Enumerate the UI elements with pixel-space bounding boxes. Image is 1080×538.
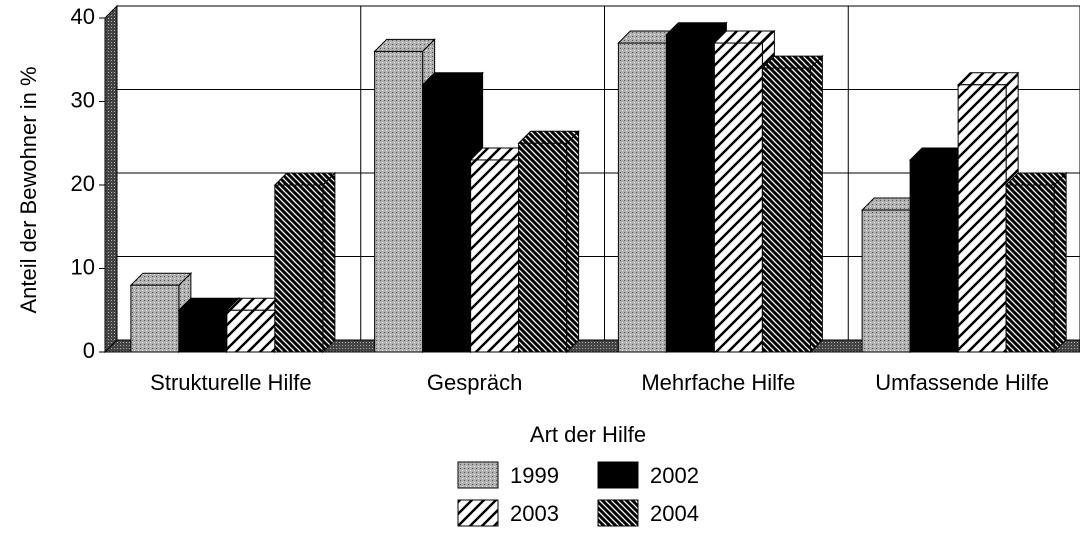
- y-tick-label: 0: [83, 338, 95, 363]
- y-tick-label: 10: [71, 254, 95, 279]
- legend-label: 1999: [510, 463, 559, 488]
- legend-label: 2004: [650, 501, 699, 526]
- bar-front: [909, 159, 959, 353]
- bar: [517, 130, 580, 354]
- legend-label: 2002: [650, 463, 699, 488]
- bar-front: [470, 159, 520, 353]
- y-tick-label: 30: [71, 87, 95, 112]
- bar-front: [713, 42, 763, 353]
- bar-front: [130, 284, 180, 353]
- x-axis-label: Art der Hilfe: [530, 422, 646, 447]
- y-tick-label: 20: [71, 171, 95, 196]
- bar-front: [226, 309, 276, 353]
- bar: [761, 54, 824, 354]
- legend-label: 2003: [510, 501, 559, 526]
- bar-front: [665, 34, 715, 353]
- bar-front: [1005, 184, 1055, 353]
- x-tick-label: Umfassende Hilfe: [875, 370, 1049, 395]
- legend-swatch: [597, 461, 639, 489]
- bar-front: [957, 84, 1007, 353]
- bar-front: [518, 142, 568, 353]
- bar-side: [566, 130, 580, 354]
- x-tick-label: Gespräch: [427, 370, 522, 395]
- bar-side: [322, 171, 336, 354]
- bar: [1004, 171, 1068, 354]
- bar: [273, 171, 337, 354]
- bar-front: [178, 309, 228, 353]
- bar-front: [422, 84, 472, 353]
- y-tick-label: 40: [71, 4, 95, 29]
- bar-front: [861, 209, 911, 353]
- bar-front: [274, 184, 324, 353]
- y-axis-label: Anteil der Bewohner in %: [16, 66, 41, 313]
- bar-side: [1053, 171, 1067, 354]
- legend-swatch: [457, 461, 499, 489]
- legend-swatch: [597, 499, 639, 527]
- x-tick-label: Mehrfache Hilfe: [641, 370, 795, 395]
- x-tick-label: Strukturelle Hilfe: [150, 370, 311, 395]
- legend-swatch: [457, 499, 499, 527]
- bar-side: [809, 54, 823, 354]
- bar-front: [374, 50, 424, 353]
- bar-front: [761, 67, 811, 353]
- side-wall: [104, 4, 118, 354]
- bar-front: [617, 42, 667, 353]
